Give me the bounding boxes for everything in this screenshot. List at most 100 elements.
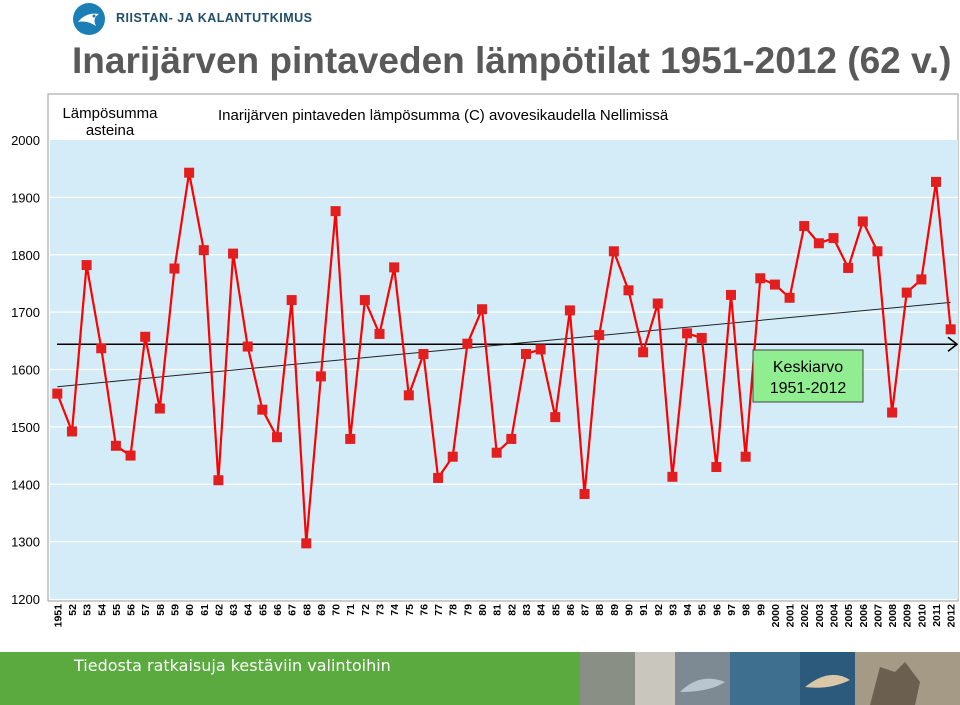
- data-point: [769, 279, 780, 290]
- x-tick-label: 57: [140, 604, 152, 616]
- y-tick-label: 1300: [11, 535, 40, 550]
- data-point: [916, 274, 927, 285]
- x-tick-label: 73: [375, 604, 387, 616]
- data-point: [887, 407, 898, 418]
- data-point: [784, 292, 795, 303]
- x-tick-label: 82: [506, 604, 518, 616]
- data-point: [228, 248, 239, 259]
- data-point: [799, 221, 810, 232]
- x-tick-label: 94: [682, 604, 694, 616]
- x-tick-label: 67: [287, 604, 299, 616]
- data-point: [696, 332, 707, 343]
- x-tick-label: 74: [389, 604, 401, 616]
- data-point: [110, 440, 121, 451]
- x-tick-label: 52: [67, 604, 79, 616]
- x-tick-label: 93: [667, 604, 679, 616]
- x-tick-label: 90: [623, 604, 635, 616]
- x-tick-label: 83: [521, 604, 533, 616]
- x-tick-label: 71: [345, 604, 357, 616]
- data-point: [52, 388, 63, 399]
- x-tick-label: 92: [653, 604, 665, 616]
- x-tick-label: 63: [228, 604, 240, 616]
- data-point: [535, 344, 546, 355]
- footer-slogan: Tiedosta ratkaisuja kestäviin valintoihi…: [74, 656, 391, 675]
- data-point: [389, 262, 400, 273]
- x-tick-label: 55: [111, 604, 123, 616]
- data-point: [96, 343, 107, 354]
- data-point: [491, 447, 502, 458]
- series-markers: [52, 167, 956, 549]
- x-tick-label: 75: [404, 604, 416, 616]
- x-tick-label: 61: [199, 604, 211, 616]
- x-tick-label: 91: [638, 604, 650, 616]
- x-tick-label: 76: [418, 604, 430, 616]
- data-point: [594, 330, 605, 341]
- data-point: [638, 347, 649, 358]
- x-tick-label: 2003: [814, 604, 826, 628]
- fish-logo-icon: [73, 3, 105, 35]
- x-tick-label: 85: [550, 604, 562, 616]
- data-point: [652, 298, 663, 309]
- x-tick-label: 66: [272, 604, 284, 616]
- data-point: [184, 167, 195, 178]
- x-tick-label: 59: [169, 604, 181, 616]
- data-point: [242, 341, 253, 352]
- x-tick-label: 2006: [858, 604, 870, 628]
- mean-callout: Keskiarvo 1951-2012: [752, 349, 864, 403]
- y-tick-label: 1400: [11, 477, 40, 492]
- x-tick-label: 78: [448, 604, 460, 616]
- x-tick-label: 88: [594, 604, 606, 616]
- data-point: [945, 324, 956, 335]
- x-tick-label: 99: [755, 604, 767, 616]
- x-tick-label: 87: [580, 604, 592, 616]
- x-tick-label: 86: [565, 604, 577, 616]
- x-tick-label: 2001: [785, 604, 797, 628]
- data-point: [726, 289, 736, 300]
- x-tick-label: 2002: [799, 604, 811, 628]
- data-point: [740, 451, 751, 462]
- chart-title: Inarijärven pintaveden lämpösumma (C) av…: [218, 107, 669, 124]
- data-point: [872, 246, 883, 257]
- x-tick-label: 65: [257, 604, 269, 616]
- mean-callout-line2: 1951-2012: [770, 380, 847, 397]
- x-tick-label: 81: [492, 604, 504, 616]
- data-point: [550, 412, 561, 423]
- data-point: [345, 433, 356, 444]
- data-point: [579, 489, 590, 500]
- data-point: [257, 404, 268, 415]
- data-point: [813, 238, 824, 249]
- x-tick-label: 56: [126, 604, 138, 616]
- mean-line-arrow-icon: [947, 336, 959, 352]
- footer-banner: Tiedosta ratkaisuja kestäviin valintoihi…: [0, 652, 960, 705]
- y-axis-label-line1: Lämpösumma: [62, 105, 158, 122]
- x-tick-label: 2004: [829, 604, 841, 628]
- x-tick-label: 95: [697, 604, 709, 616]
- y-axis-label-line2: asteina: [86, 122, 135, 139]
- data-point: [66, 426, 77, 437]
- x-tick-label: 53: [82, 604, 94, 616]
- data-point: [477, 304, 488, 315]
- y-tick-label: 1800: [11, 248, 40, 263]
- data-point: [140, 331, 151, 342]
- data-point: [623, 285, 634, 296]
- x-tick-label: 64: [243, 604, 255, 616]
- x-tick-label: 97: [726, 604, 738, 616]
- data-point: [711, 462, 722, 473]
- data-point: [125, 450, 136, 461]
- x-tick-label: 2007: [872, 604, 884, 628]
- x-tick-label: 2005: [843, 604, 855, 628]
- x-tick-label: 2012: [946, 604, 958, 628]
- data-point: [564, 305, 575, 316]
- temperature-chart: 1200 1300 1400 1500 1600 1700 1800 1900 2000 195…: [11, 93, 959, 628]
- x-tick-label: 2000: [770, 604, 782, 628]
- mean-callout-box: [752, 349, 864, 403]
- nature-photo-strip-icon: [580, 652, 960, 705]
- data-point: [447, 451, 458, 462]
- data-point: [330, 206, 341, 217]
- x-tick-label: 70: [331, 604, 343, 616]
- data-point: [433, 472, 444, 483]
- data-point: [608, 246, 619, 257]
- data-point: [931, 176, 942, 187]
- data-point: [301, 538, 312, 549]
- data-point: [374, 328, 385, 339]
